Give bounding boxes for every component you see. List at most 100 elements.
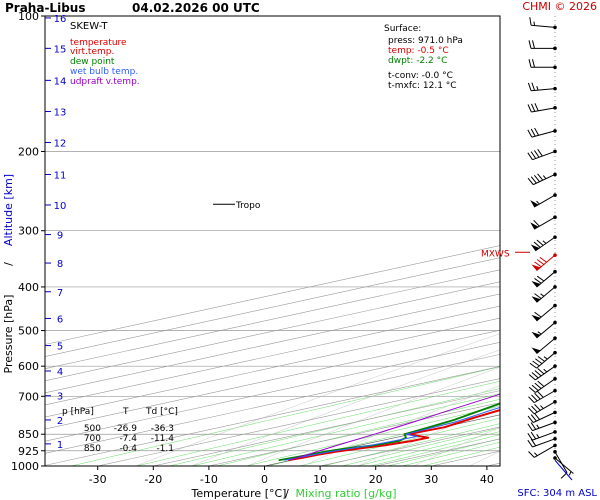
wind-barb-half-feather [536, 434, 540, 439]
wind-barb [528, 399, 557, 415]
wind-barb [527, 103, 557, 113]
wind-barb-feather [530, 431, 537, 440]
isotherm-line [153, 390, 500, 466]
wind-barb-feather [527, 439, 533, 448]
altitude-tick-label: 1 [57, 440, 63, 451]
wind-barb-feather [530, 128, 536, 137]
altitude-tick-label: 6 [57, 314, 63, 325]
wind-barb-feather [527, 152, 533, 160]
wind-barb-feather [531, 372, 539, 379]
wind-barb [531, 253, 557, 271]
y-axis-label: Pressure [hPa] [2, 295, 15, 374]
pressure-tick-label: 500 [18, 325, 39, 338]
wind-barb-feather [534, 103, 539, 112]
altitude-tick-label: 15 [54, 44, 67, 55]
pressure-tick-label: 400 [18, 281, 39, 294]
wind-barb-feather [528, 386, 536, 393]
wind-barb-feather [537, 368, 545, 375]
table-header-p: p [hPa] [62, 407, 94, 417]
wind-barb-pennant [531, 296, 541, 303]
altitude-tick-label: 8 [57, 259, 63, 270]
wind-barb [531, 336, 557, 355]
mxws-label: MXWS [481, 249, 510, 259]
wind-barb-feather [527, 415, 534, 423]
isotherm-line [45, 354, 500, 454]
wind-barb-feather [527, 129, 533, 138]
temperature-tick-label: -20 [144, 473, 162, 486]
wind-barb-feather [528, 40, 532, 49]
wind-barb-feather [527, 433, 533, 441]
isotherms [45, 245, 500, 466]
wind-barb-feather [530, 151, 537, 159]
wind-barbs [527, 16, 574, 481]
wind-barb-feather [530, 176, 537, 184]
wind-barb-pennant [530, 222, 539, 230]
wind-barb-feather [534, 412, 540, 420]
altitude-tick-label: 14 [54, 76, 67, 87]
legend: SKEW-T temperature virt.temp. dew point … [70, 21, 140, 87]
wind-barb-feather [536, 259, 545, 265]
wind-barb [530, 215, 557, 230]
wind-barb-feather [532, 59, 535, 68]
legend-item-updraft-vtemp: udpraft v.temp. [70, 77, 140, 87]
wind-barb-feather [534, 311, 542, 318]
wind-barb-half-feather [543, 368, 548, 373]
temperature-tick-label: 30 [424, 473, 438, 486]
series-temperature-line [288, 409, 500, 462]
pressure-tick-label: 300 [18, 225, 39, 238]
isotherm-line [45, 366, 500, 466]
altitude-tick-label: 11 [54, 170, 67, 181]
wind-barb [527, 82, 557, 92]
wind-barb-staff [535, 365, 556, 381]
wind-barb-half-feather [536, 86, 539, 91]
wind-barb-staff [531, 107, 556, 113]
surface-pressure: press: 971.0 hPa [388, 36, 463, 46]
wind-barb-feather [527, 82, 532, 91]
level-table: p [hPa] T Td [°C] 500 -26.9 -36.3 700 -7… [62, 407, 178, 454]
wind-barb-feather [534, 404, 541, 411]
wind-barb [527, 127, 557, 138]
wind-barb-feather [534, 293, 542, 299]
wind-barb-feather [527, 177, 534, 185]
wind-barb [527, 430, 557, 441]
wind-barb-staff [533, 390, 556, 404]
altitude-tick-label: 5 [57, 342, 63, 353]
series-dew-point-line [278, 402, 500, 462]
isotherm-line [45, 329, 500, 430]
wind-barb-feather [529, 17, 532, 26]
wind-barb-feather [528, 407, 535, 415]
wind-barb-staff [533, 401, 556, 415]
wind-barb-half-feather [540, 293, 545, 297]
wind-barb-feather [536, 275, 545, 282]
wind-barb-dot [553, 25, 557, 30]
mixing-ratio-line [267, 410, 500, 466]
wind-barb-pennant [531, 280, 541, 288]
wind-barb-staff [531, 88, 556, 92]
wind-barb-feather [536, 239, 544, 246]
wind-barb-feather [533, 150, 540, 158]
series-udpraft-v-temp-line [289, 393, 500, 461]
altitude-tick-label: 16 [54, 14, 67, 25]
wind-barb [531, 320, 557, 339]
surface-altitude-label: SFC: 304 m ASL [517, 488, 597, 499]
pressure-tick-label: 200 [18, 145, 39, 158]
wind-barb-feather [537, 356, 545, 362]
surface-temp: temp: -0.5 °C [388, 46, 449, 56]
mixing-ratio-line [169, 388, 500, 466]
temperature-tick-label: -10 [200, 473, 218, 486]
surface-t-conv: t-conv: -0.0 °C [388, 71, 453, 81]
table-header-td: Td [°C] [145, 407, 178, 417]
wind-barb [528, 376, 557, 393]
table-cell: 700 [84, 434, 101, 444]
wind-barb-staff [536, 286, 556, 303]
mixing-ratio-line [246, 405, 500, 466]
wind-barb [531, 285, 557, 303]
wind-barb-feather [531, 405, 538, 413]
surface-t-mxfc: t-mxfc: 12.1 °C [388, 81, 457, 91]
series-wet-bulb-temp-line [284, 406, 500, 461]
wind-barb-pennant [531, 347, 541, 354]
mixing-ratio-line [387, 438, 500, 466]
wind-barb [528, 59, 557, 70]
legend-item-temperature: temperature [70, 38, 127, 48]
legend-title: SKEW-T [70, 21, 108, 32]
